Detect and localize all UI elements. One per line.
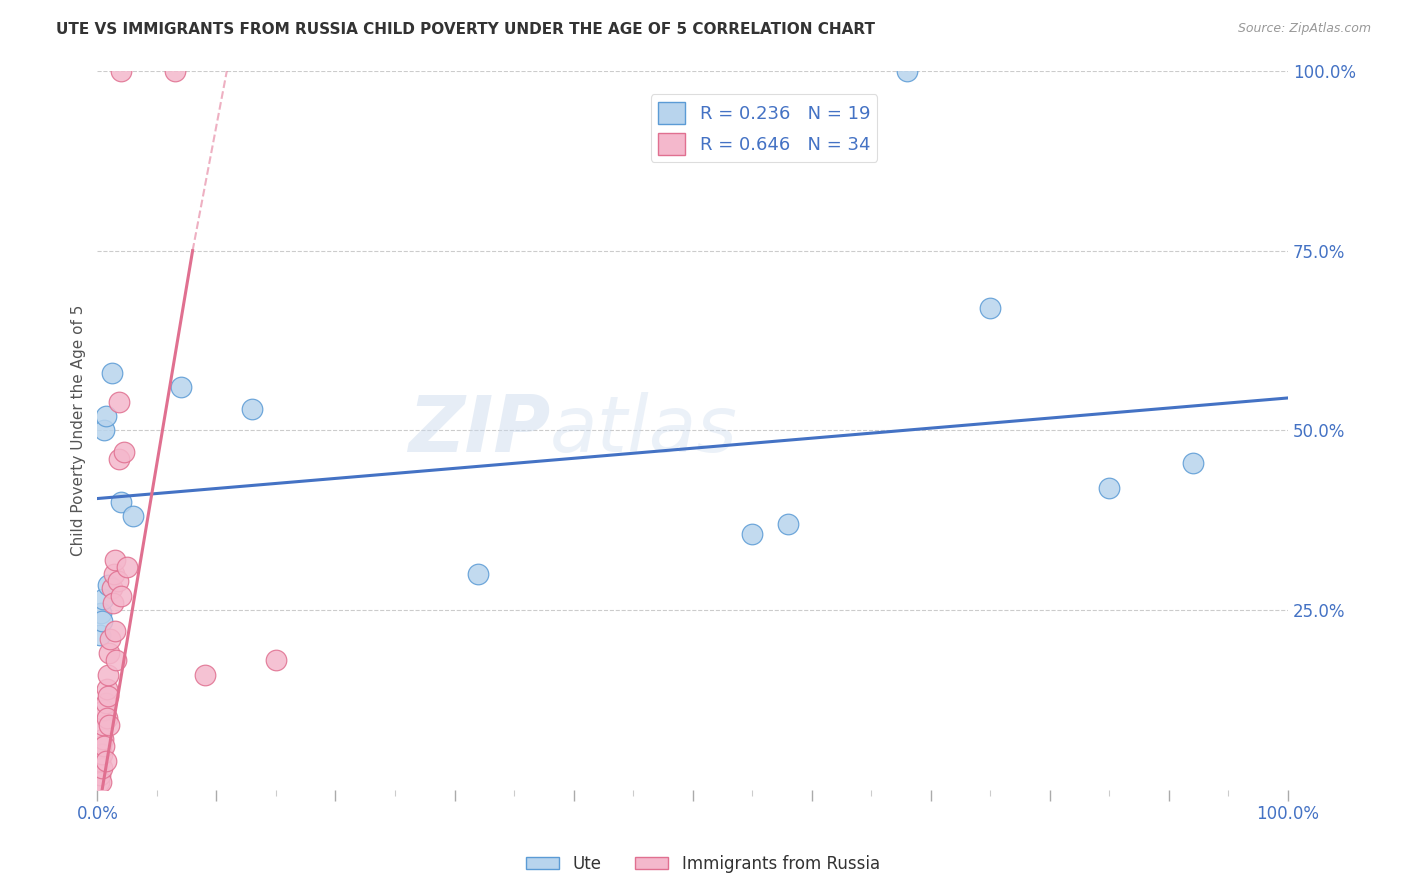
Point: [467, 566, 489, 581]
Point: [776, 516, 799, 531]
Point: [110, 495, 132, 509]
Y-axis label: Child Poverty Under the Age of 5: Child Poverty Under the Age of 5: [72, 304, 86, 556]
Point: [91, 614, 114, 628]
Text: ZIP: ZIP: [408, 392, 550, 468]
Point: [98, 718, 121, 732]
Point: [103, 566, 125, 581]
Point: [96, 681, 118, 696]
Point: [93, 423, 115, 437]
Point: [104, 624, 127, 639]
Point: [100, 366, 122, 380]
Point: [979, 301, 1001, 315]
Point: [104, 552, 127, 566]
Point: [94, 696, 117, 710]
Point: [896, 64, 918, 78]
Point: [91, 592, 114, 607]
Point: [163, 64, 186, 78]
Point: [110, 64, 132, 78]
Point: [97, 578, 120, 592]
Point: [98, 646, 121, 660]
Point: [107, 452, 129, 467]
Point: [89, 768, 111, 782]
Text: UTE VS IMMIGRANTS FROM RUSSIA CHILD POVERTY UNDER THE AGE OF 5 CORRELATION CHART: UTE VS IMMIGRANTS FROM RUSSIA CHILD POVE…: [56, 22, 876, 37]
Point: [240, 401, 263, 416]
Legend: R = 0.236   N = 19, R = 0.646   N = 34: R = 0.236 N = 19, R = 0.646 N = 34: [651, 95, 877, 162]
Point: [1098, 481, 1121, 495]
Point: [112, 445, 135, 459]
Point: [110, 589, 132, 603]
Text: Source: ZipAtlas.com: Source: ZipAtlas.com: [1237, 22, 1371, 36]
Point: [90, 607, 112, 621]
Point: [91, 747, 114, 761]
Point: [91, 718, 114, 732]
Point: [90, 775, 112, 789]
Point: [100, 632, 122, 646]
Point: [91, 761, 114, 775]
Point: [122, 509, 145, 524]
Point: [107, 574, 129, 589]
Point: [90, 739, 112, 754]
Point: [96, 711, 118, 725]
Point: [193, 667, 215, 681]
Legend: Ute, Immigrants from Russia: Ute, Immigrants from Russia: [519, 848, 887, 880]
Point: [89, 628, 111, 642]
Point: [93, 739, 115, 754]
Point: [107, 394, 129, 409]
Point: [105, 653, 128, 667]
Point: [94, 409, 117, 423]
Point: [741, 527, 763, 541]
Point: [264, 653, 287, 667]
Point: [87, 775, 110, 789]
Text: atlas: atlas: [550, 392, 738, 468]
Point: [93, 704, 115, 718]
Point: [1181, 456, 1204, 470]
Point: [170, 380, 193, 394]
Point: [97, 667, 120, 681]
Point: [97, 689, 120, 703]
Point: [115, 559, 138, 574]
Point: [89, 754, 111, 768]
Point: [100, 582, 122, 596]
Point: [94, 754, 117, 768]
Point: [91, 732, 114, 747]
Point: [101, 596, 124, 610]
